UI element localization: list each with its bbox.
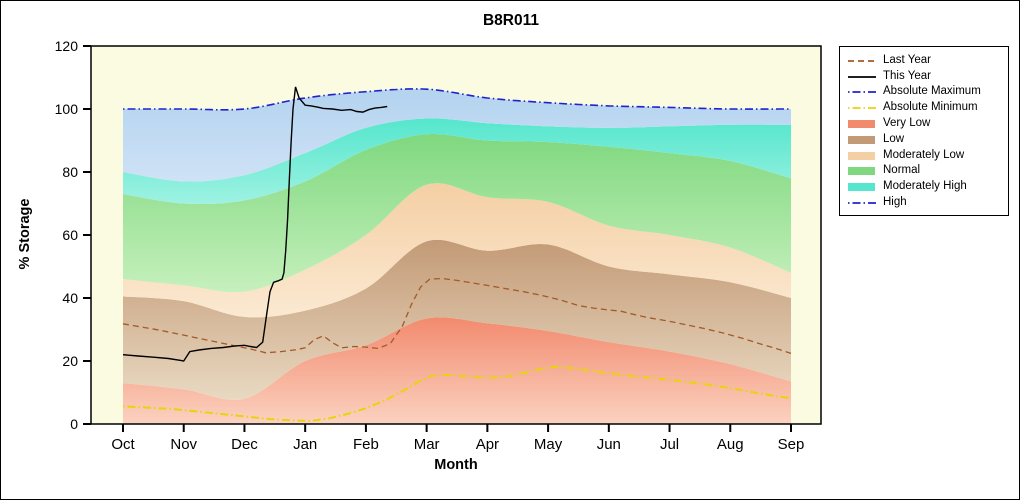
legend-item: Moderately High: [847, 178, 1001, 194]
series-absolute-minimum: [122, 365, 792, 422]
legend-swatch-box: [847, 133, 877, 145]
band-normal: [123, 134, 791, 293]
band-moderately-high: [123, 118, 791, 204]
y-tick-label: 0: [70, 416, 78, 432]
legend-swatch-line: [847, 101, 877, 113]
x-tick-label: Jul: [660, 436, 679, 453]
legend-item: Low: [847, 131, 1001, 147]
legend-label: Absolute Maximum: [883, 85, 981, 98]
legend-label: This Year: [883, 69, 931, 82]
percentile-bands: [123, 88, 791, 424]
series-lines: [122, 86, 792, 422]
legend-item: Moderately Low: [847, 147, 1001, 163]
legend-label: Very Low: [883, 117, 931, 130]
legend-swatch-box: [847, 164, 877, 176]
series-this-year: [122, 86, 388, 362]
legend-item: Normal: [847, 163, 1001, 179]
y-tick-label: 40: [62, 290, 78, 306]
legend-label: Moderately High: [883, 180, 967, 193]
x-tick-label: Dec: [231, 436, 258, 453]
legend-label: Absolute Minimum: [883, 101, 978, 114]
y-tick-label: 80: [62, 164, 78, 180]
axis-ticks: 0 20 40 60 80 100 120 Oct Nov Dec Jan Feb Mar Apr May J…: [55, 38, 805, 453]
series-last-year: [122, 277, 792, 355]
y-tick-label: 100: [55, 101, 79, 117]
legend-label: Moderately Low: [883, 148, 965, 161]
legend-swatch-box: [847, 149, 877, 161]
legend-label: Low: [883, 132, 905, 145]
x-tick-label: Jan: [293, 436, 317, 453]
y-tick-label: 60: [62, 227, 78, 243]
x-tick-label: Aug: [717, 436, 744, 453]
legend-swatch-line: [847, 85, 877, 97]
legend-label: High: [883, 196, 907, 209]
y-tick-label: 20: [62, 353, 78, 369]
legend-item: Very Low: [847, 115, 1001, 131]
band-very-low: [123, 317, 791, 424]
legend-label: Last Year: [883, 53, 931, 66]
legend-swatch-box: [847, 117, 877, 129]
legend-swatch-line: [847, 54, 877, 66]
legend: Last Year This Year Absolute Maximum Absolu…: [839, 46, 1009, 216]
legend-item: High: [847, 194, 1001, 210]
x-tick-label: Jun: [597, 436, 621, 453]
legend-item: This Year: [847, 68, 1001, 84]
x-tick-label: Feb: [353, 436, 379, 453]
chart-title: B8R011: [482, 12, 539, 29]
legend-label: Normal: [883, 164, 921, 177]
legend-swatch-box: [847, 180, 877, 192]
x-tick-label: Oct: [111, 436, 135, 453]
band-low: [123, 239, 791, 400]
band-moderately-low: [123, 183, 791, 318]
x-tick-label: Nov: [170, 436, 197, 453]
x-tick-label: Mar: [414, 436, 440, 453]
legend-swatch-line: [847, 70, 877, 82]
x-tick-label: May: [534, 436, 563, 453]
x-axis-label: Month: [434, 457, 478, 473]
legend-swatch-line: [847, 196, 877, 208]
x-tick-label: Sep: [778, 436, 805, 453]
y-axis-label: % Storage: [17, 198, 33, 270]
y-tick-label: 120: [55, 38, 79, 54]
legend-item: Last Year: [847, 52, 1001, 68]
legend-item: Absolute Maximum: [847, 84, 1001, 100]
series-absolute-maximum: [123, 88, 791, 111]
legend-item: Absolute Minimum: [847, 99, 1001, 115]
x-tick-label: Apr: [476, 436, 499, 453]
